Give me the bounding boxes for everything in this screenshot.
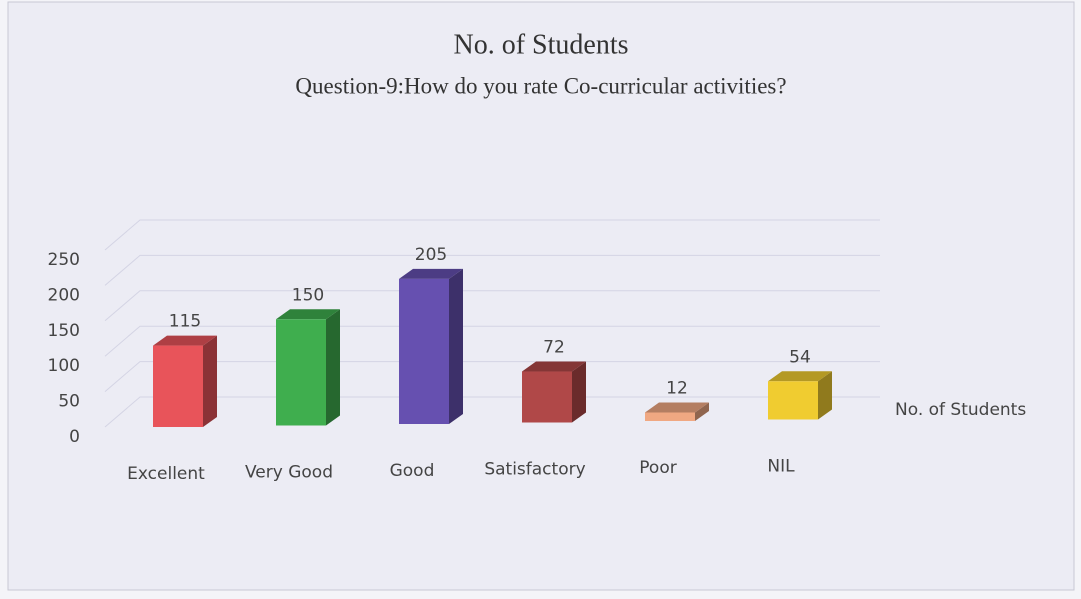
x-tick-label: NIL bbox=[767, 457, 795, 477]
x-tick-label: Excellent bbox=[127, 464, 205, 484]
y-tick-label: 50 bbox=[58, 392, 80, 412]
x-tick-label: Good bbox=[390, 461, 435, 481]
y-tick-label: 200 bbox=[48, 285, 80, 305]
chart-subtitle: Question-9:How do you rate Co-curricular… bbox=[295, 73, 786, 98]
legend-entry: No. of Students bbox=[895, 400, 1026, 420]
bar bbox=[768, 381, 818, 420]
bar-top bbox=[399, 268, 463, 279]
x-tick-label: Satisfactory bbox=[484, 460, 585, 480]
bar bbox=[276, 319, 326, 426]
y-tick-label: 0 bbox=[69, 427, 80, 447]
bar bbox=[153, 345, 203, 427]
bar-top bbox=[522, 361, 586, 372]
bar-side bbox=[818, 371, 832, 420]
grid-line bbox=[104, 219, 880, 251]
data-label: 12 bbox=[666, 379, 688, 399]
data-label: 115 bbox=[169, 312, 201, 332]
data-label: 72 bbox=[543, 338, 565, 358]
chart-title: No. of Students bbox=[454, 29, 629, 60]
grid-line bbox=[104, 290, 880, 322]
grid-line bbox=[104, 396, 880, 428]
grid-line bbox=[104, 325, 880, 357]
y-tick-label: 100 bbox=[48, 356, 80, 376]
grid-line bbox=[104, 361, 880, 392]
bar-side bbox=[572, 361, 586, 423]
bar-top bbox=[276, 309, 340, 320]
chart-area bbox=[7, 1, 1075, 591]
bar-side bbox=[326, 309, 340, 426]
data-label: 54 bbox=[789, 347, 811, 367]
y-tick-label: 150 bbox=[48, 321, 80, 341]
bar-side bbox=[449, 268, 463, 424]
grid-line bbox=[104, 254, 880, 286]
x-tick-label: Very Good bbox=[245, 463, 333, 483]
data-label: 205 bbox=[415, 245, 447, 265]
x-tick-label: Poor bbox=[639, 458, 676, 478]
bar-top bbox=[645, 402, 709, 413]
bar-top bbox=[768, 371, 832, 382]
bar bbox=[399, 278, 449, 424]
bar-side bbox=[695, 402, 709, 421]
data-label: 150 bbox=[292, 285, 324, 305]
bar bbox=[645, 412, 695, 421]
bar-side bbox=[203, 335, 217, 427]
y-tick-label: 250 bbox=[48, 250, 80, 270]
bar-top bbox=[153, 335, 217, 346]
bar bbox=[522, 371, 572, 423]
